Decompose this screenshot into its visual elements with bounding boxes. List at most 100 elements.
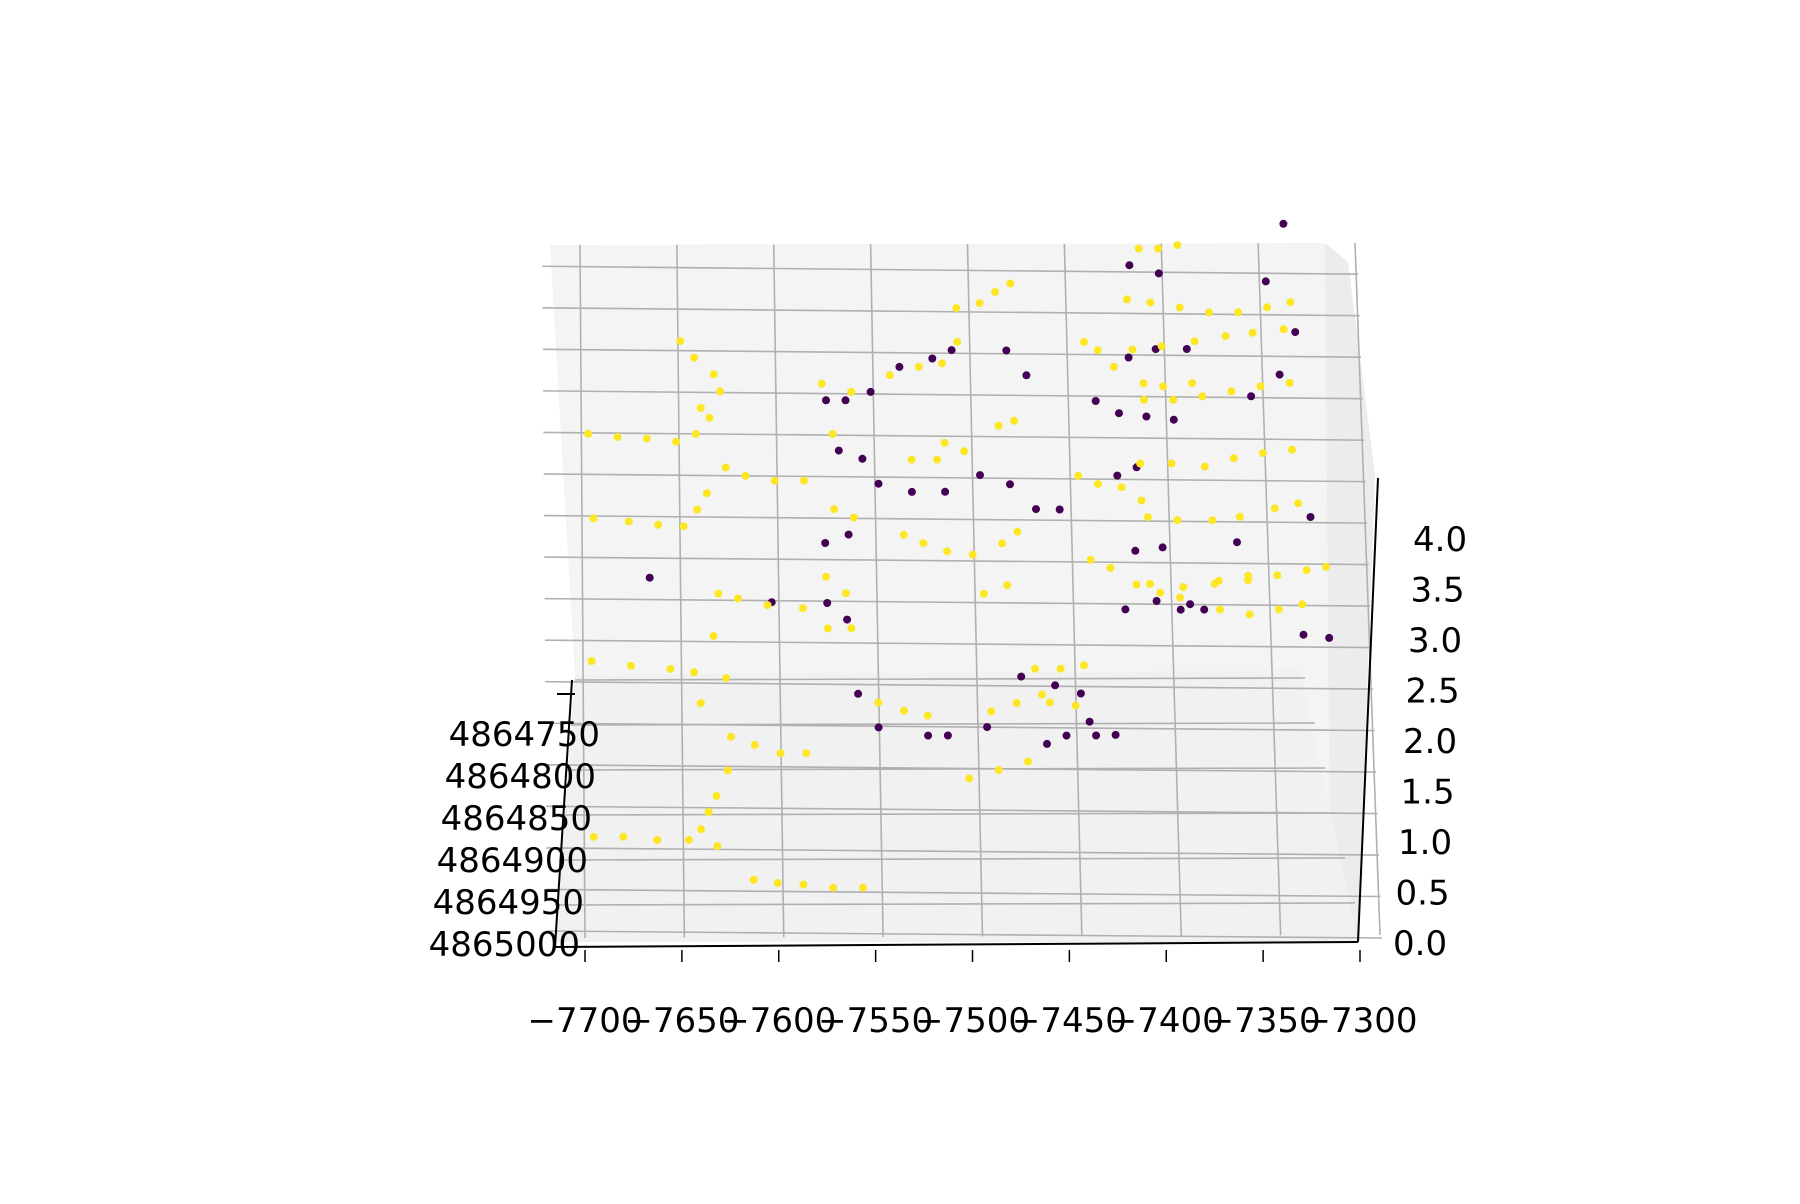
data-point — [1074, 471, 1083, 480]
data-point — [734, 594, 742, 603]
grid-line-z — [544, 597, 1371, 607]
data-point — [1186, 600, 1195, 609]
data-point — [1152, 597, 1161, 605]
grid-line-z — [546, 888, 1381, 898]
data-point — [716, 387, 725, 396]
y-tick-label: 4864850 — [441, 799, 592, 839]
data-point — [713, 842, 722, 851]
data-point — [1248, 328, 1257, 337]
grid-line-z — [546, 847, 1380, 856]
data-point — [1261, 277, 1270, 286]
grid-line-x — [1063, 243, 1083, 937]
data-point — [1198, 392, 1207, 401]
data-point — [1258, 449, 1267, 458]
data-point — [943, 547, 952, 556]
data-point — [1142, 412, 1151, 421]
data-point — [589, 514, 598, 523]
grid-line-x — [579, 244, 586, 939]
data-point — [940, 438, 949, 447]
z-tick-label: 2.0 — [1403, 722, 1457, 762]
data-point — [1137, 496, 1146, 505]
data-point — [1210, 579, 1219, 588]
data-point — [1279, 325, 1288, 334]
data-point — [844, 530, 853, 539]
data-point — [1113, 471, 1122, 480]
data-point — [1275, 370, 1284, 379]
data-point — [1291, 328, 1300, 337]
grid-line-x — [1354, 242, 1381, 936]
x-tick-label: −7600 — [721, 1001, 836, 1041]
grid-line-x — [869, 244, 884, 937]
data-point — [1086, 555, 1095, 564]
data-point — [690, 353, 699, 362]
data-point — [672, 437, 681, 446]
grid-line-z — [545, 680, 1374, 690]
data-point — [1143, 513, 1152, 522]
data-point — [1279, 219, 1288, 228]
data-point — [1294, 499, 1303, 508]
data-point — [712, 791, 721, 800]
data-point — [830, 505, 839, 514]
x-tick-label: −7300 — [1302, 1001, 1417, 1041]
data-point — [1306, 513, 1315, 521]
data-point — [1092, 731, 1101, 740]
data-point — [749, 875, 758, 884]
data-point — [828, 430, 837, 438]
data-point — [1256, 382, 1265, 391]
grid-line-x — [772, 244, 785, 938]
data-point — [613, 433, 622, 441]
grid-line-y — [574, 677, 1306, 681]
data-point — [697, 825, 706, 834]
data-point — [1270, 504, 1279, 513]
data-point — [941, 487, 950, 496]
data-point — [1003, 581, 1012, 590]
data-point — [1006, 279, 1015, 288]
data-point — [858, 454, 867, 463]
data-point — [1128, 345, 1137, 354]
data-point — [874, 723, 883, 732]
data-point — [627, 661, 635, 670]
data-point — [1182, 345, 1191, 353]
data-point — [776, 749, 785, 758]
grid-line-y — [554, 902, 1356, 906]
x-tick-label: −7500 — [915, 1001, 1030, 1041]
data-point — [817, 379, 826, 388]
y-tick-label: 4864750 — [449, 715, 600, 755]
data-point — [1158, 543, 1167, 552]
data-point — [1157, 342, 1166, 351]
grid-line-x — [966, 243, 984, 937]
data-point — [928, 354, 937, 363]
data-point — [991, 287, 999, 296]
data-point — [705, 413, 714, 422]
data-point — [885, 371, 894, 380]
data-point — [679, 522, 688, 531]
data-point — [841, 396, 850, 405]
grid-line-y — [562, 812, 1336, 816]
data-point — [1055, 505, 1064, 514]
data-point — [821, 539, 830, 547]
data-point — [1302, 566, 1311, 575]
y-tick-label: 4865000 — [429, 925, 580, 965]
data-point — [979, 589, 988, 598]
axis-panes — [550, 243, 1375, 942]
data-point — [1013, 527, 1022, 536]
x-tick-label: −7550 — [818, 1001, 933, 1041]
data-point — [1109, 362, 1118, 371]
grid-line-z — [544, 639, 1372, 649]
data-point — [952, 304, 961, 313]
grid-line-z — [546, 805, 1378, 815]
data-point — [849, 513, 858, 522]
data-point — [998, 539, 1007, 548]
data-point — [587, 657, 596, 665]
data-point — [1286, 298, 1295, 307]
data-point — [1125, 261, 1134, 270]
data-point — [1273, 571, 1282, 580]
data-point — [773, 879, 782, 887]
data-point — [1106, 563, 1115, 572]
z-axis-line — [1357, 477, 1379, 943]
data-point — [960, 447, 969, 456]
z-tick-label: 3.0 — [1408, 621, 1462, 661]
data-point — [866, 387, 875, 396]
data-point — [1215, 605, 1224, 614]
z-tick-label: 1.0 — [1398, 823, 1452, 863]
